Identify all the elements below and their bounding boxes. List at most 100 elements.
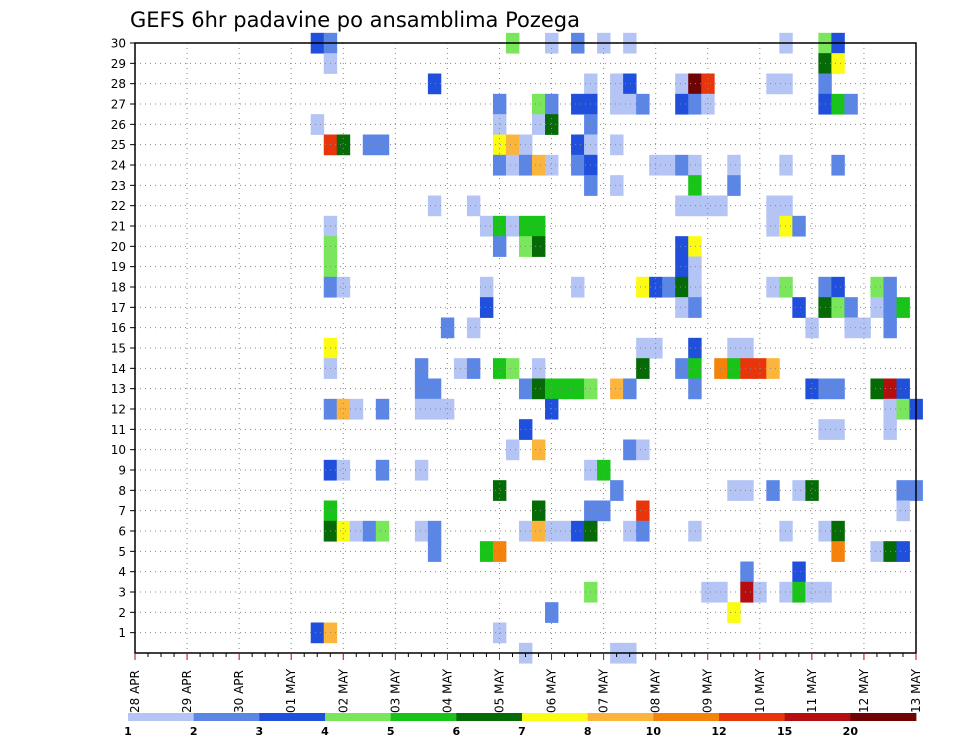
colorbar-swatch <box>193 713 260 721</box>
data-cell <box>779 215 793 237</box>
data-cell <box>740 581 754 603</box>
data-cell <box>414 378 429 400</box>
y-tick-label: 3 <box>118 586 126 600</box>
data-cell <box>375 398 390 420</box>
data-cell <box>466 195 481 217</box>
x-tick-label: 11 MAY <box>805 668 819 713</box>
cells-layer <box>310 32 923 664</box>
data-cell <box>375 134 390 156</box>
colorbar-swatch <box>325 713 392 721</box>
y-tick-label: 18 <box>111 281 126 295</box>
x-axis: 28 APR 29 APR 30 APR 01 MAY 02 MAY 03 MAY 04 M… <box>128 653 923 713</box>
data-cell <box>479 541 494 562</box>
data-cell <box>675 154 689 176</box>
data-cell <box>831 541 845 562</box>
data-cell <box>492 114 507 135</box>
data-cell <box>896 398 910 420</box>
data-cell <box>427 195 442 217</box>
data-cell <box>701 195 715 217</box>
y-tick-label: 6 <box>118 525 126 539</box>
data-cell <box>831 297 845 318</box>
data-cell <box>792 561 806 583</box>
data-cell <box>675 195 689 217</box>
data-cell <box>857 317 871 339</box>
data-cell <box>870 297 884 318</box>
data-cell <box>675 73 689 95</box>
data-cell <box>688 93 702 115</box>
y-tick-label: 10 <box>111 443 126 457</box>
y-tick-label: 26 <box>111 118 126 132</box>
data-cell <box>662 276 676 298</box>
data-cell <box>336 276 351 298</box>
data-cell <box>571 134 585 156</box>
data-cell <box>896 378 910 400</box>
colorbar-swatch <box>587 713 654 721</box>
x-tick-label: 12 MAY <box>857 668 871 713</box>
data-cell <box>844 317 858 339</box>
y-tick-label: 2 <box>118 606 126 620</box>
data-cell <box>505 134 520 156</box>
data-cell <box>740 561 754 583</box>
data-cell <box>492 541 507 562</box>
colorbar: 1 2 3 4 5 6 7 8 10 12 15 20 <box>124 713 917 738</box>
y-tick-label: 1 <box>118 626 126 640</box>
data-cell <box>636 520 650 542</box>
data-cell <box>675 236 689 257</box>
data-cell <box>532 500 546 522</box>
y-tick-label: 29 <box>111 57 126 71</box>
data-cell <box>688 520 702 542</box>
data-cell <box>610 480 624 501</box>
data-cell <box>805 480 819 501</box>
data-cell <box>831 276 845 298</box>
data-cell <box>740 480 754 501</box>
colorbar-label: 15 <box>777 725 792 738</box>
data-cell <box>805 317 819 339</box>
data-cell <box>414 398 429 420</box>
data-cell <box>571 378 585 400</box>
data-cell <box>427 520 442 542</box>
data-cell <box>766 215 780 237</box>
data-cell <box>844 297 858 318</box>
data-cell <box>623 439 637 461</box>
data-cell <box>545 114 559 135</box>
x-tick-label: 08 MAY <box>649 668 663 713</box>
y-tick-label: 7 <box>118 504 126 518</box>
data-cell <box>675 276 689 298</box>
data-cell <box>688 297 702 318</box>
y-tick-label: 20 <box>111 240 126 254</box>
data-cell <box>310 114 325 135</box>
colorbar-label: 8 <box>584 725 592 738</box>
data-cell <box>779 73 793 95</box>
data-cell <box>844 93 858 115</box>
data-cell <box>766 195 780 217</box>
colorbar-label: 10 <box>646 725 662 738</box>
y-tick-label: 15 <box>111 342 126 356</box>
y-tick-label: 23 <box>111 179 126 193</box>
data-cell <box>492 236 507 257</box>
data-cell <box>571 276 585 298</box>
data-cell <box>466 358 481 379</box>
data-cell <box>558 520 572 542</box>
data-cell <box>831 154 845 176</box>
data-cell <box>792 215 806 237</box>
colorbar-swatch <box>390 713 457 721</box>
data-cell <box>766 358 780 379</box>
data-cell <box>375 520 390 542</box>
data-cell <box>701 581 715 603</box>
data-cell <box>727 358 741 379</box>
data-cell <box>336 459 351 481</box>
data-cell <box>349 520 364 542</box>
x-tick-label: 28 APR <box>128 670 142 713</box>
data-cell <box>636 500 650 522</box>
data-cell <box>571 93 585 115</box>
data-cell <box>492 480 507 501</box>
data-cell <box>805 581 819 603</box>
data-cell <box>532 358 546 379</box>
colorbar-swatch <box>653 713 720 721</box>
y-tick-label: 11 <box>111 423 126 437</box>
data-cell <box>610 73 624 95</box>
data-cell <box>675 256 689 278</box>
data-cell <box>675 93 689 115</box>
x-tick-label: 13 MAY <box>909 668 923 713</box>
